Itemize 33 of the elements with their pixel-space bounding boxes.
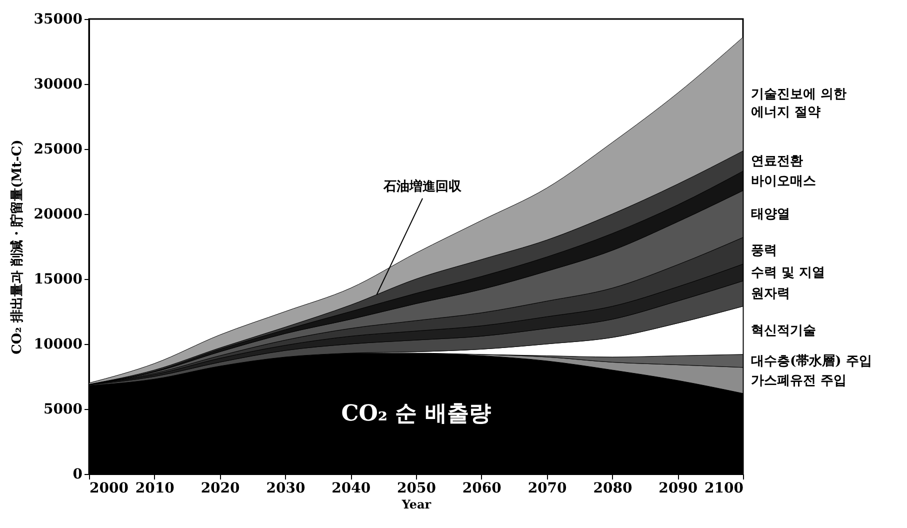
series-label: 기술진보에 의한 에너지 절약: [751, 87, 847, 120]
x-tick-label: 2030: [266, 480, 306, 496]
y-tick-label: 0: [72, 466, 83, 482]
x-tick-label: 2000: [90, 480, 129, 496]
series-label: CO₂ 순 배출량: [341, 400, 491, 427]
series-label: 연료전환: [751, 154, 803, 170]
series-label: 원자력: [751, 286, 790, 302]
series-label: 풍력: [751, 244, 777, 259]
series-label: 수력 및 지열: [751, 266, 826, 280]
series-label: 가스폐유전 주입: [751, 373, 847, 388]
x-tick-label: 2080: [593, 480, 632, 496]
y-tick-label: 5000: [44, 402, 83, 418]
x-tick-label: 2060: [462, 480, 502, 496]
annotation: 石油増進回収: [382, 178, 463, 194]
series-label: 혁신적기술: [751, 323, 816, 338]
x-tick-label: 2040: [332, 480, 371, 496]
series-label: 대수층(帯水層) 주입: [751, 354, 872, 369]
x-tick-label: 2050: [397, 480, 436, 496]
y-tick-label: 15000: [34, 272, 83, 288]
y-axis-title: CO₂ 排出量과 削減・貯留量(Mt-C): [8, 140, 25, 354]
y-tick-label: 20000: [34, 206, 83, 222]
series-label: 바이오매스: [751, 174, 816, 189]
x-tick-label: 2090: [658, 480, 698, 496]
x-axis-title: Year: [400, 498, 432, 512]
x-tick-label: 2100: [704, 480, 744, 496]
x-tick-label: 2010: [135, 480, 175, 496]
y-tick-label: 30000: [34, 76, 83, 92]
series-label: 태양열: [751, 207, 790, 222]
y-tick-label: 10000: [34, 336, 83, 352]
x-tick-label: 2070: [528, 480, 568, 496]
y-tick-label: 35000: [34, 12, 83, 28]
y-tick-label: 25000: [34, 142, 83, 158]
x-tick-label: 2020: [200, 480, 240, 496]
